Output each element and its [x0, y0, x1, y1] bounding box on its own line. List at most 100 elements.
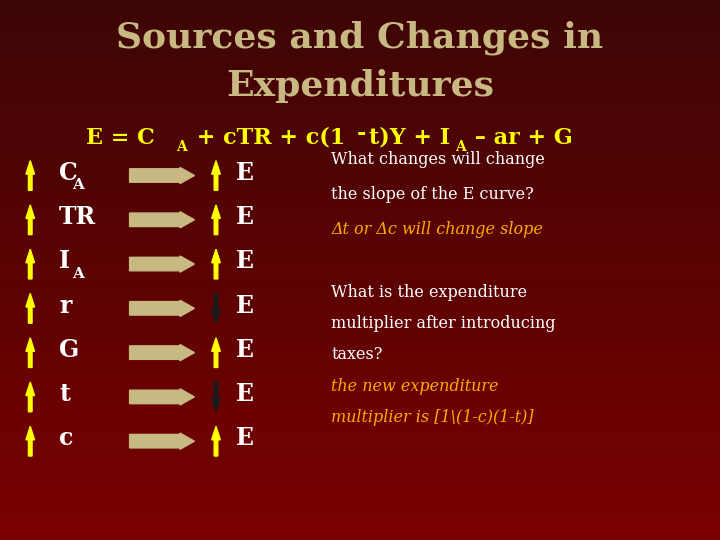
FancyArrow shape [130, 345, 194, 361]
Bar [0, 151, 720, 157]
FancyArrow shape [130, 212, 194, 228]
Bar [0, 335, 720, 340]
Bar [0, 416, 720, 421]
Text: G: G [59, 338, 79, 362]
Text: What changes will change: What changes will change [331, 151, 545, 168]
Bar [0, 184, 720, 189]
Bar [0, 254, 720, 259]
Bar [0, 194, 720, 200]
Bar [0, 324, 720, 329]
Bar [0, 113, 720, 119]
Bar [0, 383, 720, 389]
Bar [0, 292, 720, 297]
Text: Sources and Changes in: Sources and Changes in [117, 21, 603, 55]
Bar [0, 286, 720, 292]
Bar [0, 410, 720, 416]
Text: the new expenditure: the new expenditure [331, 377, 499, 395]
Text: TR: TR [59, 205, 96, 229]
FancyArrow shape [26, 205, 35, 234]
Bar [0, 313, 720, 319]
Bar [0, 281, 720, 286]
Bar [0, 400, 720, 405]
Bar [0, 162, 720, 167]
Bar [0, 189, 720, 194]
Bar [0, 22, 720, 27]
Bar [0, 437, 720, 443]
Bar [0, 27, 720, 32]
Text: C: C [59, 161, 78, 185]
Bar [0, 221, 720, 227]
Bar [0, 54, 720, 59]
Text: E: E [236, 294, 254, 318]
Bar [0, 108, 720, 113]
Text: A: A [72, 267, 84, 281]
Bar [0, 362, 720, 367]
Bar [0, 459, 720, 464]
Bar [0, 124, 720, 130]
Text: E: E [236, 338, 254, 362]
FancyArrow shape [212, 338, 220, 367]
Bar [0, 470, 720, 475]
Bar [0, 389, 720, 394]
Text: multiplier is [1\(1-c)(1-t)]: multiplier is [1\(1-c)(1-t)] [331, 409, 534, 426]
Text: t: t [59, 382, 70, 406]
Bar [0, 238, 720, 243]
Bar [0, 491, 720, 497]
Bar [0, 319, 720, 324]
Bar [0, 211, 720, 216]
Bar [0, 275, 720, 281]
Bar [0, 378, 720, 383]
FancyArrow shape [26, 293, 35, 323]
Text: multiplier after introducing: multiplier after introducing [331, 315, 556, 332]
Text: the slope of the E curve?: the slope of the E curve? [331, 186, 534, 203]
Bar [0, 356, 720, 362]
Text: Δt or Δc will change slope: Δt or Δc will change slope [331, 221, 543, 238]
Bar [0, 513, 720, 518]
Text: t)Y + I: t)Y + I [369, 127, 450, 148]
Bar [0, 173, 720, 178]
Text: E = C: E = C [86, 127, 155, 148]
Bar [0, 205, 720, 211]
Text: What is the expenditure: What is the expenditure [331, 284, 527, 301]
Bar [0, 481, 720, 486]
Bar [0, 119, 720, 124]
Bar [0, 448, 720, 454]
Bar [0, 76, 720, 81]
Text: E: E [236, 427, 254, 450]
Text: taxes?: taxes? [331, 346, 382, 363]
FancyArrow shape [130, 433, 194, 449]
Bar [0, 16, 720, 22]
Bar [0, 216, 720, 221]
Bar [0, 0, 720, 5]
Text: r: r [59, 294, 71, 318]
Text: E: E [236, 161, 254, 185]
FancyArrow shape [26, 426, 35, 456]
Bar [0, 308, 720, 313]
Text: E: E [236, 249, 254, 273]
FancyArrow shape [26, 382, 35, 411]
FancyArrow shape [130, 300, 194, 316]
Bar [0, 167, 720, 173]
FancyArrow shape [212, 160, 220, 190]
Text: A: A [72, 178, 84, 192]
Bar [0, 243, 720, 248]
Bar [0, 529, 720, 535]
Text: E: E [236, 205, 254, 229]
Bar [0, 200, 720, 205]
Text: A: A [455, 140, 466, 154]
FancyArrow shape [130, 389, 194, 405]
Bar [0, 59, 720, 65]
Bar [0, 178, 720, 184]
Bar [0, 157, 720, 162]
Bar [0, 427, 720, 432]
Bar [0, 405, 720, 410]
Bar [0, 146, 720, 151]
Bar [0, 232, 720, 238]
Bar [0, 86, 720, 92]
Text: E: E [236, 382, 254, 406]
Bar [0, 70, 720, 76]
Bar [0, 502, 720, 508]
Bar [0, 432, 720, 437]
FancyArrow shape [130, 256, 194, 272]
Text: c: c [59, 427, 73, 450]
